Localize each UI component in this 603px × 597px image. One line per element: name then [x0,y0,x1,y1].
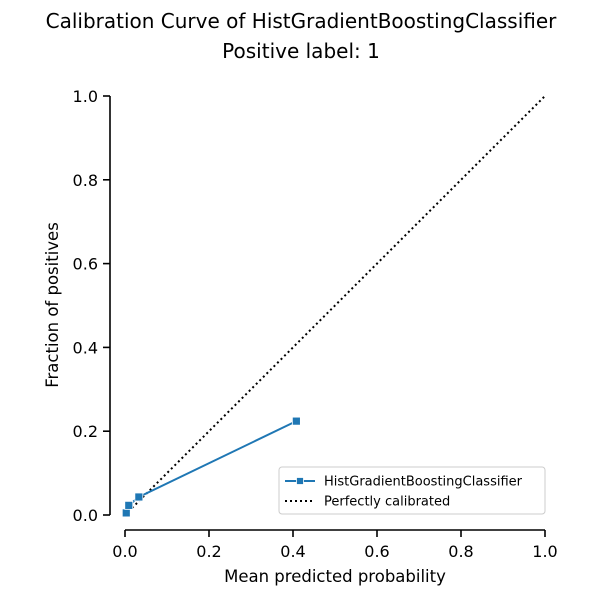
x-axis-label: Mean predicted probability [224,567,446,586]
y-tick-label: 0.8 [73,171,98,190]
x-tick-label: 0.6 [364,542,389,561]
chart-subtitle: Positive label: 1 [222,39,380,63]
series-line [124,95,546,516]
legend-marker-calibration [296,477,304,485]
series-line [125,420,297,514]
x-tick-label: 1.0 [532,542,557,561]
series-point [124,500,134,510]
axes [109,96,545,531]
y-tick-label: 0.4 [73,338,98,357]
y-tick-label: 1.0 [73,87,98,106]
plot-area [121,95,546,518]
y-tick-label: 0.0 [73,506,98,525]
legend: HistGradientBoostingClassifier Perfectly… [278,466,546,515]
x-tick-label: 0.2 [196,542,221,561]
series-point [134,492,144,502]
y-tick-label: 0.6 [73,255,98,274]
legend-label-calibration: HistGradientBoostingClassifier [324,475,523,490]
x-tick-label: 0.0 [112,542,137,561]
x-tick-label: 0.8 [448,542,473,561]
y-tick-label: 0.2 [73,422,98,441]
y-axis-label: Fraction of positives [43,222,62,388]
series-point [121,508,131,518]
legend-box [278,466,546,515]
x-ticks: 0.0 0.2 0.4 0.6 0.8 1.0 [112,530,558,561]
x-tick-label: 0.4 [280,542,305,561]
y-ticks: 0.0 0.2 0.4 0.6 0.8 1.0 [73,87,110,525]
chart-title: Calibration Curve of HistGradientBoostin… [46,9,558,33]
legend-label-perfect: Perfectly calibrated [324,495,450,510]
series-point [291,416,301,426]
